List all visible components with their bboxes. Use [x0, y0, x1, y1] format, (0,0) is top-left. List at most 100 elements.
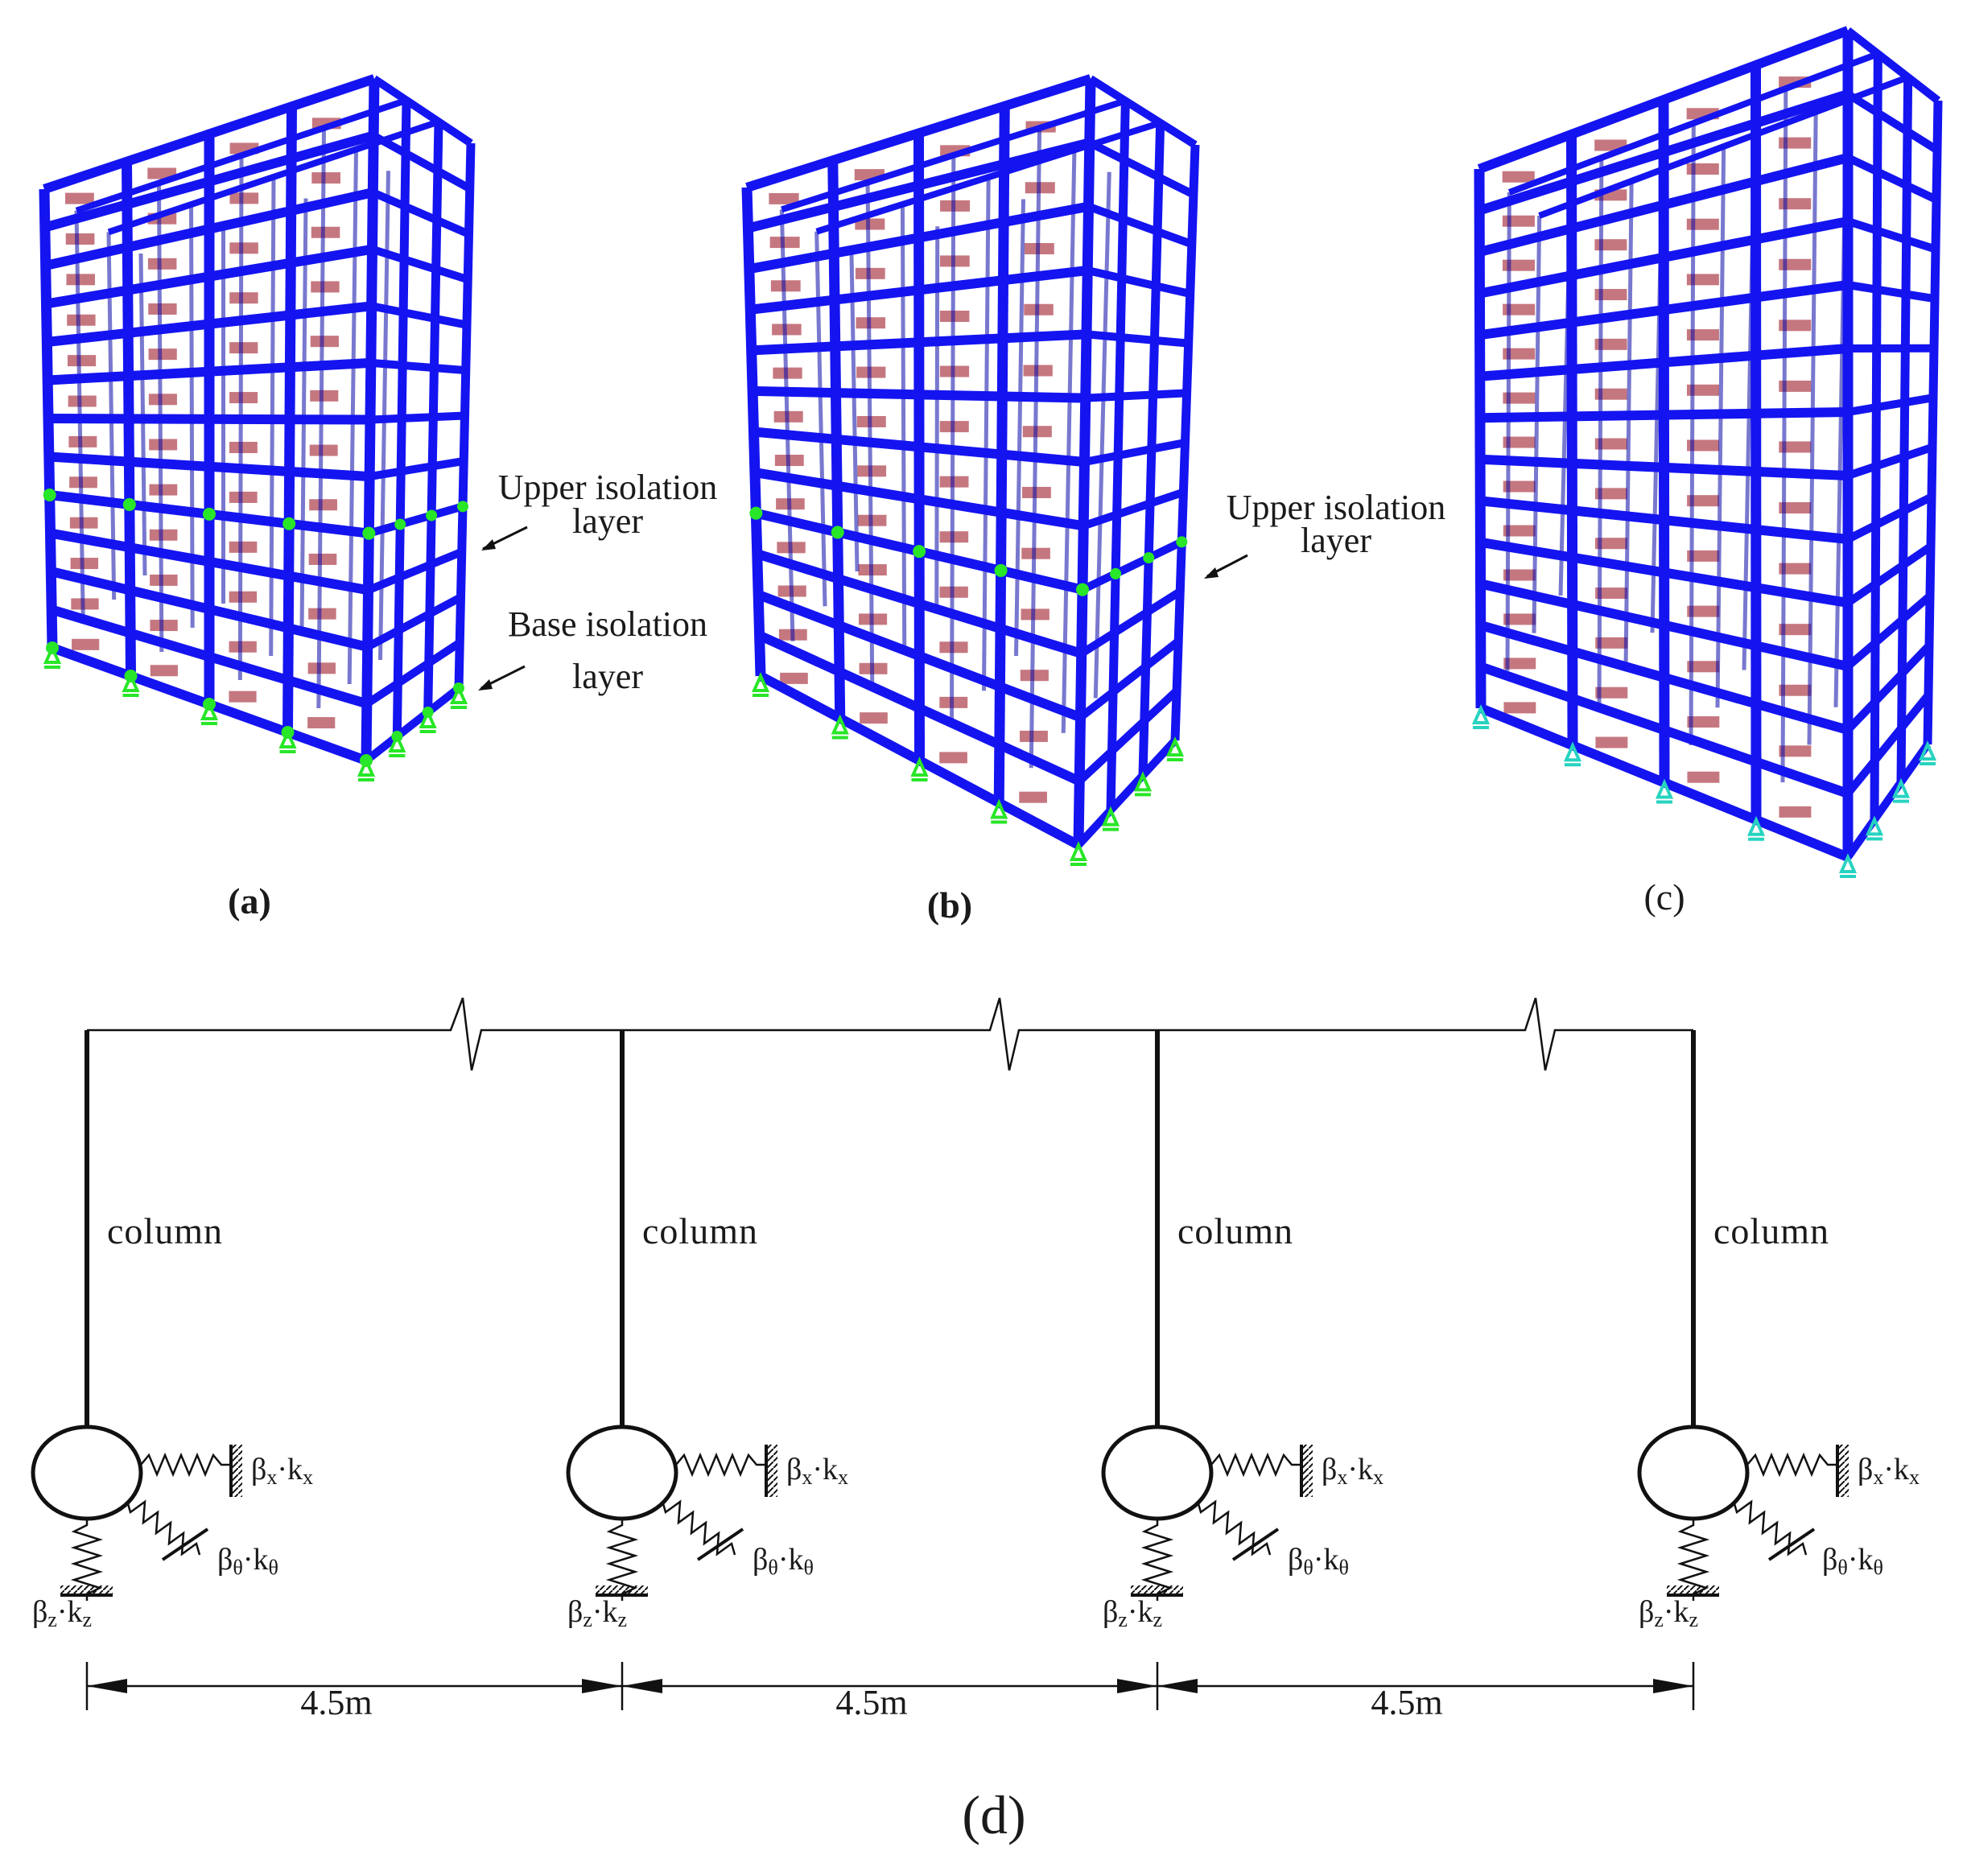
footing-node — [568, 1427, 676, 1519]
floor-slab — [151, 665, 178, 676]
floor-slab — [229, 342, 258, 353]
floor-slab — [229, 592, 257, 603]
foundation-spring-diagram: column βx·kx βθ·kθ βz·kz column βx·kx — [32, 998, 1920, 1845]
span-label-1: 4.5m — [300, 1683, 372, 1722]
spring-x-label: βx·kx — [1322, 1453, 1383, 1489]
interior-column — [1691, 123, 1693, 745]
annotation-text: layer — [572, 657, 643, 696]
floor-slab — [780, 673, 808, 684]
floor-slab — [67, 315, 95, 326]
spring-theta — [1198, 1501, 1270, 1555]
floor-slab — [150, 620, 177, 631]
floor-beam-side — [1089, 207, 1192, 245]
floor-slab — [229, 442, 258, 453]
floor-slab — [1020, 731, 1048, 742]
floor-beam-side — [1090, 142, 1194, 194]
floor-beam-side — [1091, 79, 1195, 145]
isolator-node — [995, 564, 1008, 577]
floor-slab — [860, 712, 888, 724]
floor-beam-side — [1848, 285, 1935, 299]
front-column — [366, 79, 374, 761]
floor-slab — [150, 575, 177, 586]
interior-column — [817, 232, 825, 607]
floor-slab — [229, 641, 257, 653]
side-column — [428, 122, 439, 712]
spring-theta — [662, 1501, 735, 1555]
isolator-node — [362, 527, 375, 540]
isolator-node — [913, 545, 926, 558]
floor-beam-side — [1848, 447, 1932, 476]
floor-slab — [149, 348, 177, 360]
floor-beam-side — [1848, 398, 1933, 412]
column-unit-3: column βx·kx βθ·kθ βz·kz — [1103, 1030, 1383, 1631]
interior-column — [1718, 146, 1724, 707]
isolator-node — [394, 519, 406, 530]
front-column — [44, 189, 52, 648]
floor-slab — [150, 530, 178, 541]
interior-column — [1599, 158, 1602, 708]
floor-slab — [71, 558, 98, 569]
column-label: column — [1713, 1210, 1829, 1251]
floor-slab — [70, 517, 98, 529]
building-model-c — [1473, 31, 1938, 876]
side-column — [397, 101, 406, 736]
isolator-node — [1176, 536, 1187, 547]
arrow-head — [1204, 567, 1219, 579]
panel-label-b: (b) — [927, 884, 972, 926]
side-column — [1874, 54, 1878, 819]
floor-slab — [66, 233, 95, 245]
span-label-3: 4.5m — [1371, 1683, 1442, 1722]
front-column — [127, 162, 131, 676]
floor-beam-side — [1087, 334, 1189, 343]
isolator-node — [426, 509, 437, 521]
isolator-node — [203, 508, 216, 521]
spring-x-label: βx·kx — [251, 1453, 313, 1489]
spring-theta-label: βθ·kθ — [1822, 1543, 1883, 1579]
floor-slab — [309, 499, 337, 510]
front-column — [919, 134, 920, 761]
hatch-z — [596, 1585, 648, 1595]
interior-column — [781, 209, 793, 641]
front-column — [833, 160, 840, 718]
spring-theta-label: βθ·kθ — [1288, 1543, 1349, 1579]
floor-slab — [1019, 792, 1047, 803]
front-column — [1479, 169, 1481, 708]
floor-beam-side — [370, 416, 465, 420]
column-unit-4: column βx·kx βθ·kθ βz·kz — [1639, 1030, 1920, 1631]
spring-theta — [1734, 1501, 1806, 1555]
floor-slab — [1687, 772, 1719, 783]
floor-slab — [229, 542, 258, 553]
floor-slab — [229, 691, 256, 703]
floor-beam-side — [1086, 393, 1187, 398]
hatch-x — [231, 1445, 242, 1497]
interior-column — [1507, 192, 1509, 670]
floor-slab — [148, 303, 176, 315]
floor-beam-side — [1087, 270, 1190, 294]
floor-slab — [68, 396, 97, 407]
annotation-upper-isolation-a: Upper isolation layer — [481, 468, 717, 550]
panel-label-d: (d) — [962, 1784, 1025, 1845]
column-unit-2: column βx·kx βθ·kθ βz·kz — [567, 1030, 848, 1631]
beam-with-break-marks — [87, 998, 1693, 1070]
floor-slab — [68, 355, 96, 366]
floor-slab — [307, 717, 335, 728]
footing-node — [1103, 1427, 1211, 1519]
annotation-upper-isolation-b: Upper isolation layer — [1204, 488, 1445, 579]
floor-slab — [1503, 171, 1535, 183]
floor-slab — [229, 392, 258, 403]
isolator-node — [831, 526, 844, 538]
floor-beam-side — [1848, 744, 1928, 857]
column-unit-1: column βx·kx βθ·kθ βz·kz — [32, 1030, 313, 1631]
interior-column — [1016, 200, 1024, 657]
spring-theta-label: βθ·kθ — [753, 1543, 814, 1579]
floor-slab — [310, 445, 338, 456]
interior-column — [1626, 181, 1631, 670]
floor-slab — [770, 237, 800, 248]
spring-x — [676, 1455, 765, 1474]
floor-slab — [229, 492, 258, 503]
spring-z-label: βz·kz — [567, 1595, 627, 1631]
floor-slab — [311, 172, 340, 183]
spring-z-label: βz·kz — [1103, 1595, 1162, 1631]
floor-slab — [66, 274, 95, 285]
annotation-base-isolation-a: Base isolation layer — [478, 604, 707, 696]
